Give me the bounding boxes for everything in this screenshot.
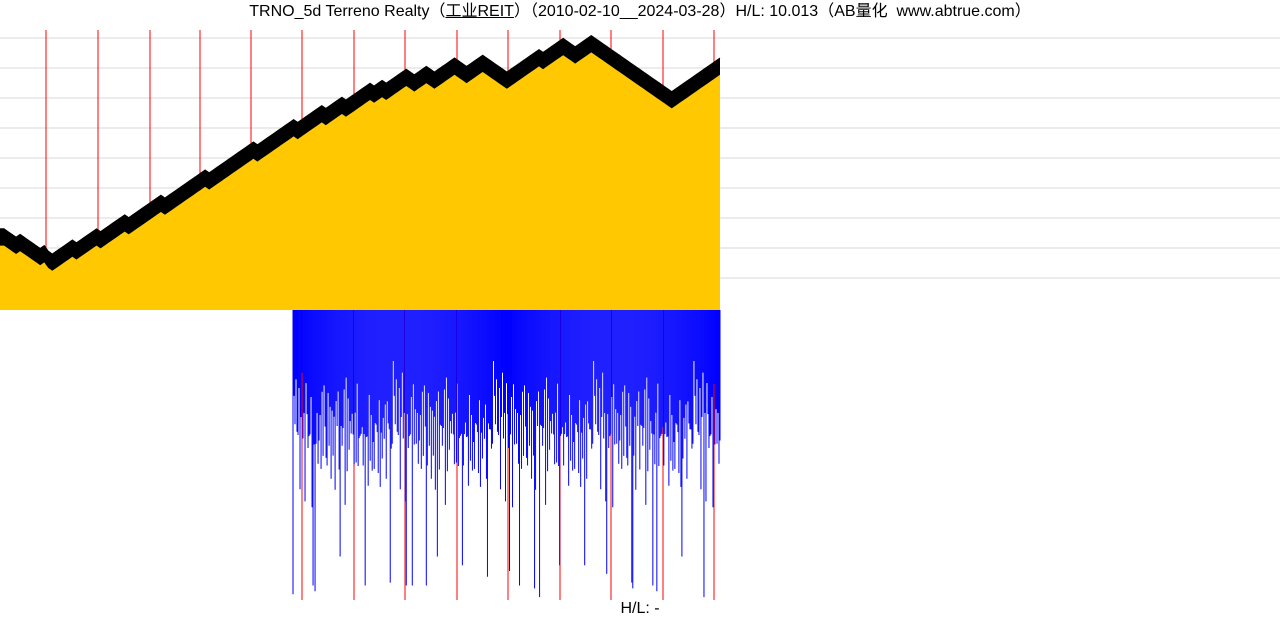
chart-title: TRNO_5d Terreno Realty（工业REIT）（2010-02-1… — [0, 0, 1280, 24]
title-name: Terreno Realty — [325, 3, 429, 20]
title-date-range: 2010-02-10__2024-03-28 — [538, 3, 719, 20]
title-hl-label: H/L: — [735, 3, 764, 20]
title-ticker: TRNO_5d — [249, 3, 321, 20]
title-source-url: www.abtrue.com — [896, 3, 1014, 20]
title-source-label: AB量化 — [834, 3, 887, 20]
title-hl-value: 10.013 — [769, 3, 818, 20]
chart-container: TRNO_5d Terreno Realty（工业REIT）（2010-02-1… — [0, 0, 1280, 620]
upper-price-chart — [0, 30, 1280, 310]
title-category-link[interactable]: 工业REIT — [446, 3, 514, 20]
chart-footer: H/L: - — [0, 600, 1280, 618]
lower-indicator-panel — [0, 310, 1280, 600]
upper-price-panel — [0, 30, 1280, 310]
footer-hl-label: H/L: — [620, 600, 649, 617]
footer-hl-value: - — [654, 600, 659, 617]
lower-indicator-chart — [0, 310, 1280, 600]
